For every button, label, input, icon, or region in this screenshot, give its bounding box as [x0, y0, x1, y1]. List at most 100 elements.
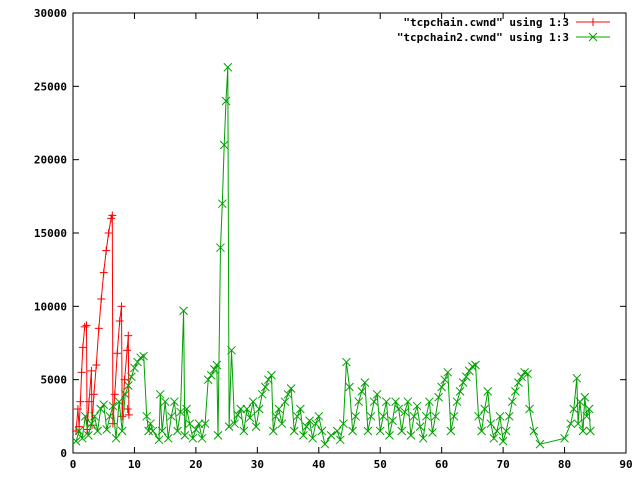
data-point [77, 433, 87, 443]
data-point [102, 246, 111, 255]
data-point [206, 370, 216, 380]
x-tick-label: 30 [251, 458, 264, 471]
data-point [104, 229, 113, 237]
data-point [127, 372, 136, 382]
data-point [409, 411, 419, 421]
data-point [245, 413, 255, 423]
data-point [326, 431, 336, 440]
data-point [357, 387, 367, 396]
data-point [283, 389, 293, 399]
data-point [446, 426, 456, 436]
data-point [489, 433, 499, 443]
data-point [582, 411, 592, 421]
data-point [406, 431, 416, 440]
data-point [96, 404, 106, 414]
data-point [345, 382, 354, 392]
data-point [219, 140, 229, 150]
data-point [483, 387, 493, 396]
data-point [124, 331, 133, 340]
data-point [105, 411, 115, 421]
data-point [209, 365, 219, 374]
data-point [200, 419, 210, 429]
data-point [511, 387, 520, 396]
data-point [108, 401, 118, 411]
data-point [197, 433, 207, 443]
data-point [71, 436, 81, 446]
y-tick-label: 5000 [41, 374, 68, 387]
data-point [170, 397, 179, 407]
data-point [366, 411, 376, 421]
data-point [412, 401, 422, 411]
data-point [118, 412, 127, 421]
data-point [251, 422, 261, 431]
data-point [569, 404, 579, 414]
series-2 [71, 62, 595, 449]
y-tick-label: 0 [60, 447, 67, 460]
axis-ticks [72, 12, 627, 454]
data-point [163, 433, 173, 443]
data-point [523, 369, 533, 379]
data-point [277, 419, 287, 429]
x-tick-label: 90 [619, 458, 632, 471]
data-point [113, 349, 122, 358]
data-point [254, 404, 264, 414]
data-point [468, 362, 477, 371]
data-point [146, 419, 155, 429]
data-point [455, 387, 465, 396]
data-point [305, 416, 314, 426]
data-point [77, 368, 86, 377]
data-point [400, 407, 410, 417]
data-point [480, 404, 490, 414]
data-point [154, 435, 164, 445]
data-point [108, 419, 117, 428]
data-point [216, 243, 225, 253]
data-point [391, 397, 400, 407]
data-point [501, 426, 511, 436]
axis-tick-labels: 0 10 20 30 40 50 60 70 80 90 0 5000 10000 15000 20000 2… [34, 7, 633, 471]
data-point [236, 404, 246, 414]
data-point [415, 422, 425, 431]
data-point [292, 411, 302, 421]
data-point [99, 400, 109, 409]
data-point [394, 404, 404, 414]
data-point [110, 390, 119, 399]
data-point [212, 360, 222, 370]
series-1 [72, 211, 133, 435]
data-point [525, 404, 534, 414]
legend: "tcpchain.cwnd" using 1:3 "tcpchain2.cwnd… [397, 16, 610, 44]
data-point [461, 372, 471, 382]
data-point [572, 373, 582, 383]
series-line [75, 215, 130, 432]
data-point [144, 426, 153, 436]
data-point [108, 211, 117, 220]
series-line [75, 67, 591, 446]
data-point [227, 345, 236, 355]
data-point [428, 428, 437, 437]
data-point [332, 426, 342, 436]
data-point [418, 433, 428, 443]
data-point [578, 426, 588, 436]
data-point [397, 426, 407, 436]
data-point [176, 407, 185, 417]
data-point [82, 321, 91, 330]
x-tick-label: 60 [435, 458, 448, 471]
data-point [302, 422, 311, 431]
data-point [271, 411, 281, 421]
data-point [449, 411, 459, 421]
data-point [117, 302, 126, 311]
y-tick-label: 15000 [34, 227, 67, 240]
data-point [498, 436, 508, 446]
data-point [139, 351, 149, 361]
data-point [286, 384, 296, 393]
data-point [203, 375, 213, 385]
data-point [514, 378, 523, 387]
data-point [443, 367, 453, 377]
data-point [382, 397, 391, 407]
data-point [274, 404, 284, 414]
data-point [529, 426, 539, 436]
data-point [573, 419, 583, 429]
data-point [97, 295, 106, 303]
legend-label: "tcpchain2.cwnd" using 1:3 [397, 31, 569, 44]
data-point [155, 389, 165, 399]
data-point [257, 389, 267, 399]
